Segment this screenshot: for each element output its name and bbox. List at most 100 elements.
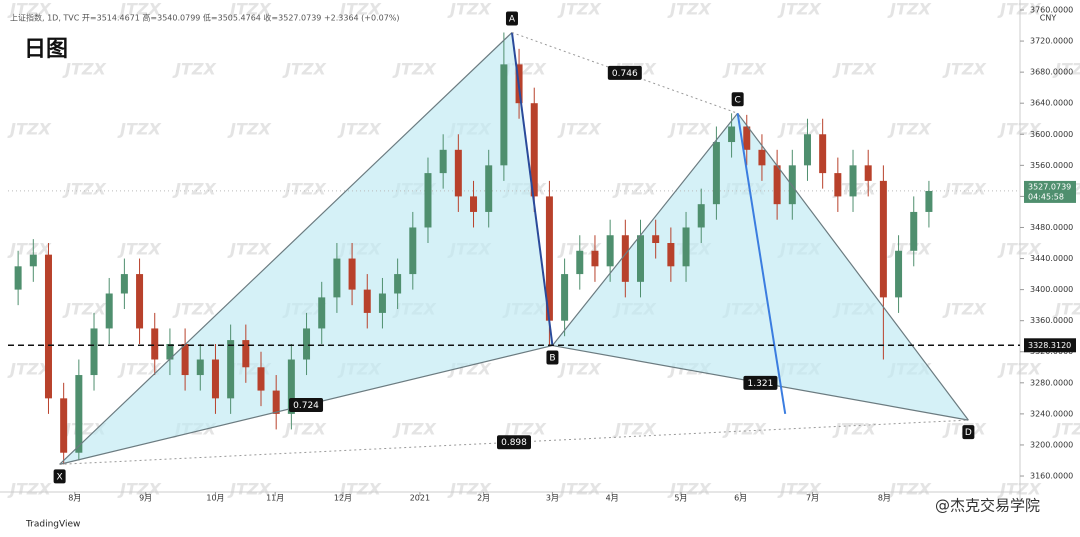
- watermark: JTZX: [612, 180, 656, 199]
- candle-body: [606, 235, 614, 267]
- candle-body: [545, 196, 553, 321]
- candle-body: [196, 359, 204, 376]
- candle-body: [697, 204, 705, 228]
- watermark: JTZX: [667, 120, 711, 139]
- x-tick-label: 2021: [410, 494, 430, 503]
- watermark: JTZX: [227, 240, 271, 259]
- watermark: JTZX: [282, 60, 326, 79]
- watermark: JTZX: [997, 360, 1041, 379]
- candle-body: [166, 343, 174, 360]
- watermark: JTZX: [887, 480, 931, 499]
- candle-body: [576, 250, 584, 275]
- x-tick-label: 10月: [206, 494, 224, 503]
- ratio-label: 1.321: [748, 379, 774, 389]
- watermark: JTZX: [392, 60, 436, 79]
- candle-body: [227, 340, 235, 399]
- x-tick-label: 7月: [806, 494, 819, 503]
- watermark: JTZX: [62, 300, 106, 319]
- watermark: JTZX: [997, 240, 1041, 259]
- last-price-label: 3527.0739: [1028, 182, 1071, 191]
- watermark: JTZX: [612, 420, 656, 439]
- candle-body: [621, 235, 629, 282]
- candle-body: [363, 289, 371, 313]
- watermark: JTZX: [447, 480, 491, 499]
- candle-body: [303, 328, 311, 360]
- candle-body: [910, 211, 918, 251]
- watermark: JTZX: [7, 480, 51, 499]
- watermark: JTZX: [447, 0, 491, 19]
- candle-body: [773, 165, 781, 205]
- last-price-tag: [1024, 180, 1076, 203]
- watermark: JTZX: [557, 360, 601, 379]
- candle-body: [211, 359, 219, 399]
- credit: @杰克交易学院: [935, 497, 1040, 515]
- watermark: JTZX: [667, 480, 711, 499]
- point-box: [962, 425, 975, 440]
- candle-body: [120, 274, 128, 294]
- candle-body: [242, 340, 250, 368]
- watermark: JTZX: [832, 420, 876, 439]
- y-tick-label: 3640.0000: [1030, 99, 1073, 108]
- candle-body: [60, 398, 68, 453]
- y-tick-label: 3200.0000: [1030, 440, 1073, 449]
- watermark: JTZX: [997, 120, 1041, 139]
- point-label: B: [549, 354, 555, 364]
- y-tick-label: 3360.0000: [1030, 316, 1073, 325]
- x-tick-label: 8月: [878, 494, 891, 503]
- watermark: JTZX: [117, 240, 161, 259]
- point-label: X: [57, 472, 63, 482]
- brand: TradingView: [25, 520, 80, 530]
- y-tick-label: 3240.0000: [1030, 409, 1073, 418]
- watermark: JTZX: [557, 0, 601, 19]
- watermark: JTZX: [557, 240, 601, 259]
- candle-body: [318, 297, 326, 329]
- watermark: JTZX: [887, 0, 931, 19]
- watermark: JTZX: [1052, 60, 1080, 79]
- watermark: JTZX: [337, 480, 381, 499]
- watermark: JTZX: [227, 480, 271, 499]
- candle-body: [348, 258, 356, 290]
- level-label: 3328.3120: [1028, 341, 1071, 350]
- candle-body: [652, 235, 660, 244]
- candle-body: [409, 227, 417, 275]
- candle-body: [44, 254, 52, 399]
- ratio-box: [289, 397, 324, 412]
- candle-body: [728, 126, 736, 143]
- watermark: JTZX: [337, 120, 381, 139]
- watermark: JTZX: [117, 0, 161, 19]
- candle-body: [454, 149, 462, 197]
- candle-body: [561, 274, 569, 321]
- candle-body: [90, 328, 98, 376]
- chart-title: 日图: [24, 37, 68, 62]
- candle-body: [470, 196, 478, 212]
- x-tick-label: 5月: [674, 494, 687, 503]
- watermark: JTZX: [7, 120, 51, 139]
- watermark: JTZX: [1052, 300, 1080, 319]
- pattern-leg: [59, 32, 513, 465]
- ratio-label: 0.724: [293, 401, 319, 411]
- watermark: JTZX: [7, 360, 51, 379]
- currency: CNY: [1040, 14, 1057, 23]
- watermark: JTZX: [7, 240, 51, 259]
- watermark: JTZX: [722, 60, 766, 79]
- x-tick-label: 9月: [139, 494, 152, 503]
- watermark: JTZX: [117, 480, 161, 499]
- candle-body: [287, 359, 295, 414]
- pattern-leg: [510, 32, 554, 346]
- candle-body: [803, 134, 811, 166]
- candle-body: [743, 126, 751, 150]
- watermark: JTZX: [227, 120, 271, 139]
- candle-body: [333, 258, 341, 298]
- x-tick-label: 12月: [334, 494, 352, 503]
- ratio-box: [743, 375, 778, 390]
- watermark: JTZX: [557, 480, 601, 499]
- candle-body: [637, 235, 644, 282]
- watermark: JTZX: [777, 120, 821, 139]
- watermark: JTZX: [997, 480, 1041, 499]
- y-tick-label: 3760.0000: [1030, 6, 1073, 15]
- watermark: JTZX: [117, 360, 161, 379]
- x-tick-label: 4月: [606, 494, 619, 503]
- watermark: JTZX: [62, 60, 106, 79]
- candle-body: [378, 293, 386, 313]
- candle-body: [181, 343, 189, 376]
